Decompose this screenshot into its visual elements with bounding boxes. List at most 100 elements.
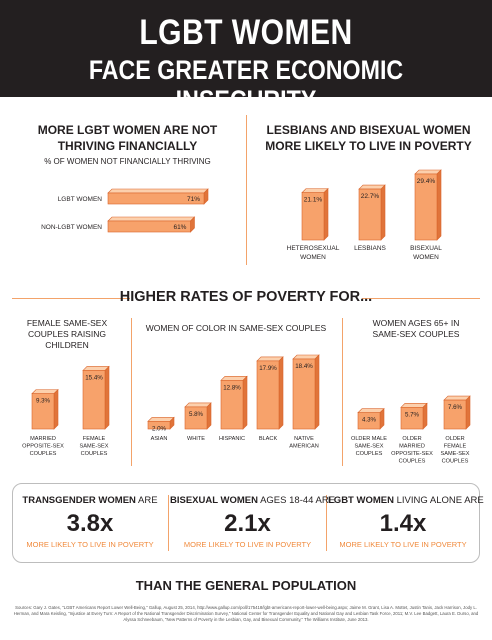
poverty-category-0: HETEROSEXUAL WOMEN	[287, 245, 340, 261]
stat-transgender-label: TRANSGENDER WOMEN ARE	[14, 495, 166, 507]
children-bar-1-top	[82, 366, 110, 371]
color-bar-3-top	[256, 356, 284, 362]
left-chart-title-line2: COUPLES RAISING CHILDREN	[28, 329, 106, 350]
middle-title: HIGHER RATES OF POVERTY FOR...	[119, 289, 373, 305]
color-bar-1	[184, 402, 212, 430]
color-bar-3-front	[256, 360, 280, 430]
poverty-bar-2	[414, 169, 442, 241]
older-category-0: OLDER MALE SAME-SEX COUPLES	[351, 436, 387, 457]
poverty-bar-0-side	[323, 187, 329, 241]
older-bar-0	[357, 407, 385, 430]
older-value-2: 7.6%	[448, 404, 463, 411]
older-bar-0-side	[379, 407, 385, 430]
middle-rule-right	[362, 298, 480, 299]
left-chart-title: FEMALE SAME-SEX COUPLES RAISING CHILDREN	[8, 318, 126, 351]
color-bar-1-side	[206, 402, 212, 430]
hbar-category-0: LGBT WOMEN	[58, 196, 103, 203]
children-bar-0-top	[31, 389, 59, 394]
poverty-bar-2-side	[436, 169, 442, 241]
section1-title: MORE LGBT WOMEN ARE NOT THRIVING FINANCI…	[20, 122, 235, 154]
stat-lgbt-alone-label: LGBT WOMEN LIVING ALONE ARE	[328, 495, 484, 507]
poverty-value-0: 21.1%	[304, 197, 323, 204]
children-bar-1-side	[104, 365, 110, 430]
children-bar-0	[31, 388, 59, 430]
older-bar-1-front	[400, 407, 424, 430]
color-category-3: BLACK	[259, 436, 278, 442]
stats-divider-1	[168, 495, 169, 551]
stats-divider-2	[326, 495, 327, 551]
stat-lgbt-alone-rest: LIVING ALONE ARE	[393, 495, 484, 506]
hbar-1-top	[107, 216, 196, 222]
older-bar-2	[443, 395, 471, 430]
poverty-value-1: 22.7%	[361, 193, 380, 200]
color-bar-3	[256, 356, 284, 430]
stat-lgbt-alone-bold: LGBT WOMEN	[328, 495, 394, 506]
color-value-1: 5.8%	[189, 411, 204, 418]
color-category-2: HISPANIC	[219, 436, 245, 442]
middle-rule-left	[12, 298, 130, 299]
color-bar-4-top	[292, 354, 320, 360]
right-chart-title-line1: WOMEN AGES 65+ IN	[372, 318, 460, 328]
stats-panel	[12, 483, 480, 563]
color-bar-4	[292, 354, 320, 430]
color-category-4: NATIVE AMERICAN	[289, 436, 319, 450]
poverty-value-2: 29.4%	[417, 178, 436, 185]
older-category-1: OLDER MARRIED OPPOSITE-SEX COUPLES	[391, 436, 433, 465]
stat-bisexual-rest: AGES 18-44 ARE	[257, 495, 336, 506]
hbar-value-0: 71%	[187, 196, 200, 203]
children-category-1: FEMALE SAME-SEX COUPLES	[80, 436, 109, 457]
color-category-0: ASIAN	[151, 436, 168, 442]
older-bar-0-top	[357, 408, 385, 413]
children-value-1: 15.4%	[85, 374, 103, 381]
color-bar-3-side	[278, 356, 284, 430]
poverty-bar-1-side	[380, 184, 386, 241]
left-chart-title-line1: FEMALE SAME-SEX	[26, 318, 108, 328]
right-chart-title: WOMEN AGES 65+ IN SAME-SEX COUPLES	[346, 318, 486, 340]
poverty-bar-2-top	[414, 169, 442, 175]
page-subtitle: FACE GREATER ECONOMIC INSECURITY	[88, 55, 404, 115]
section1-title-line2: THRIVING FINANCIALLY	[57, 139, 198, 153]
color-bar-1-front	[184, 406, 208, 430]
children-category-0: MARRIED OPPOSITE-SEX COUPLES	[22, 436, 64, 457]
color-category-1: WHITE	[187, 436, 205, 442]
children-value-0: 9.3%	[36, 398, 51, 405]
hbar-0	[107, 188, 209, 205]
page-title: LGBT WOMEN	[139, 13, 353, 52]
section2-title-line2: MORE LIKELY TO LIVE IN POVERTY	[265, 139, 472, 153]
color-bar-2-side	[242, 375, 248, 430]
color-bar-0-top	[147, 417, 175, 422]
children-bar-0-front	[31, 393, 55, 430]
color-bar-2-top	[220, 376, 248, 381]
color-bar-2-front	[220, 380, 244, 430]
children-bar-0-side	[53, 388, 59, 430]
poverty-category-1: LESBIANS	[354, 245, 386, 252]
middle-divider-right	[342, 318, 343, 466]
right-chart-title-line2: SAME-SEX COUPLES	[372, 329, 460, 339]
stat-lgbt-alone-value: 1.4x	[379, 510, 427, 537]
hbar-0-front	[107, 192, 205, 205]
section2-title: LESBIANS AND BISEXUAL WOMEN MORE LIKELY …	[256, 122, 481, 154]
stat-bisexual: BISEXUAL WOMEN AGES 18-44 ARE 2.1x MORE …	[170, 495, 335, 550]
color-bar-4-front	[292, 358, 316, 430]
hbar-category-1: NON-LGBT WOMEN	[41, 224, 102, 231]
stat-bisexual-label: BISEXUAL WOMEN AGES 18-44 ARE	[170, 495, 335, 507]
stat-lgbt-alone-note: MORE LIKELY TO LIVE IN POVERTY	[339, 540, 467, 549]
poverty-bar-0-front	[301, 192, 325, 241]
middle-divider-left	[131, 318, 132, 466]
top-divider	[246, 115, 247, 265]
color-bar-0-front	[147, 421, 171, 430]
stat-lgbt-alone: LGBT WOMEN LIVING ALONE ARE 1.4x MORE LI…	[328, 495, 484, 550]
poverty-category-2: BISEXUAL WOMEN	[410, 245, 442, 261]
poverty-bar-0	[301, 187, 329, 241]
section2-title-line1: LESBIANS AND BISEXUAL WOMEN	[266, 123, 471, 137]
color-value-4: 18.4%	[295, 363, 313, 370]
color-value-0: 2.0%	[152, 425, 167, 432]
older-bar-1-top	[400, 403, 428, 408]
older-value-0: 4.3%	[362, 417, 377, 424]
poverty-bar-1-top	[358, 184, 386, 190]
older-bar-2-top	[443, 395, 471, 401]
section1-subtitle: % OF WOMEN NOT FINANCIALLY THRIVING	[44, 157, 211, 166]
hbar-1	[107, 216, 196, 233]
poverty-bar-1-front	[358, 188, 382, 241]
